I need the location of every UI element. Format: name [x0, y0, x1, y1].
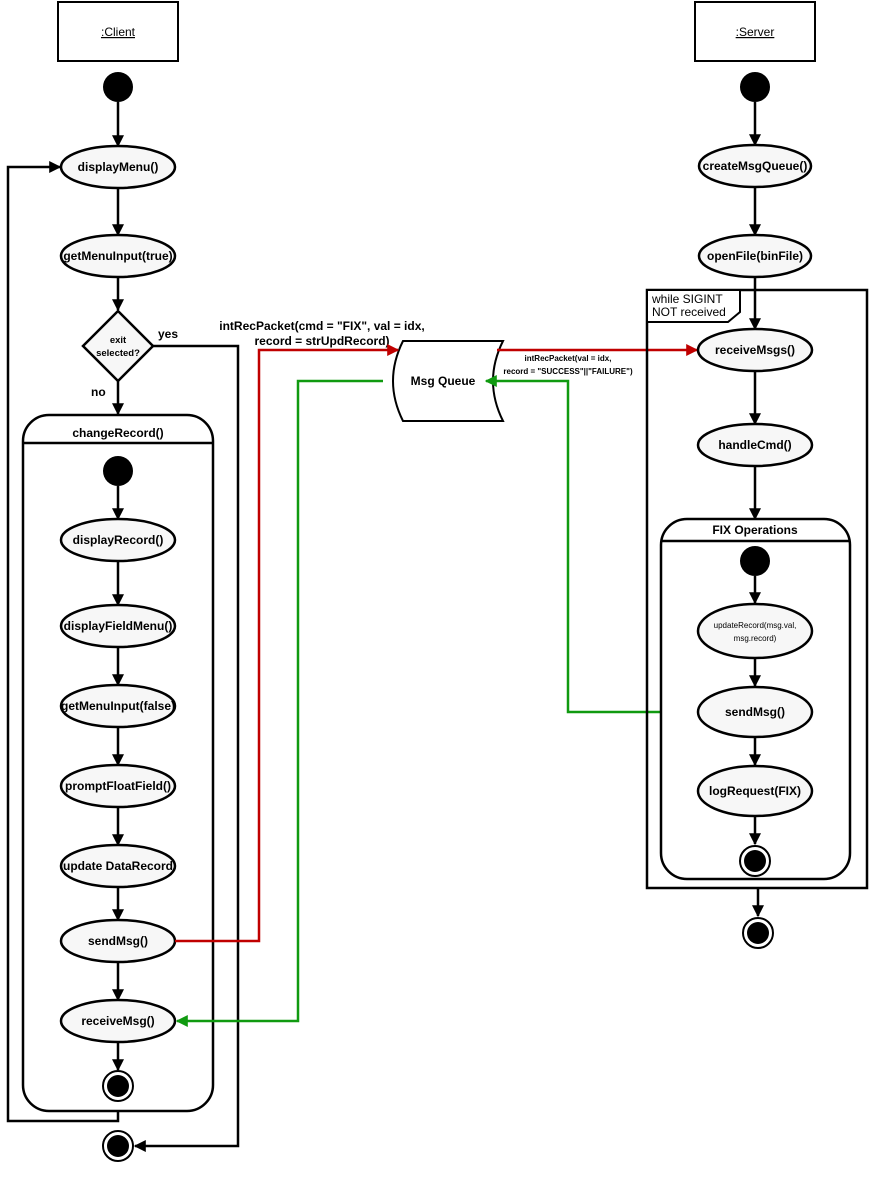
display-field-menu-label: displayFieldMenu() — [64, 619, 173, 633]
client-lane: :Client displayMenu() getMenuInput(true)… — [6, 1, 240, 1162]
msg-queue-shape — [392, 340, 505, 422]
handle-cmd-label: handleCmd() — [718, 438, 791, 452]
log-request-label: logRequest(FIX) — [709, 784, 801, 798]
update-data-record-label: update DataRecord — [63, 859, 173, 873]
server-lane-header — [694, 1, 816, 62]
server-final-node — [742, 917, 774, 949]
update-record-node — [696, 602, 814, 660]
prompt-float-field-label: promptFloatField() — [65, 779, 171, 793]
loop-label-line2: NOT received — [652, 305, 726, 319]
client-response-edge — [175, 379, 383, 1027]
decision-label-line1: exit — [110, 335, 127, 346]
get-menu-input-false-label: getMenuInput(false) — [61, 699, 175, 713]
fix-operations-title: FIX Operations — [712, 523, 798, 537]
yes-flow-edge — [133, 344, 240, 1152]
server-send-msg-label: sendMsg() — [725, 705, 785, 719]
request-label-line1: intRecPacket(cmd = "FIX", val = idx, — [219, 319, 424, 333]
no-label: no — [91, 385, 106, 399]
fix-initial-node — [740, 546, 770, 576]
yes-label: yes — [158, 327, 178, 341]
client-initial-node — [103, 72, 133, 102]
response-label-line1: intRecPacket(val = idx, — [525, 354, 612, 363]
display-record-label: displayRecord() — [73, 533, 164, 547]
client-lane-header — [57, 1, 179, 62]
change-record-title: changeRecord() — [72, 426, 163, 440]
client-lane-title: :Client — [101, 25, 136, 39]
client-request-edge — [175, 344, 400, 943]
loop-frame-tab — [646, 289, 741, 323]
server-initial-node — [740, 72, 770, 102]
client-send-msg-label: sendMsg() — [88, 934, 148, 948]
fix-final-node — [739, 845, 771, 877]
msg-queue: Msg Queue intRecPacket(cmd = "FIX", val … — [219, 319, 633, 422]
client-final-node — [102, 1130, 134, 1162]
loop-label-line1: while SIGINT — [651, 292, 723, 306]
server-lane-title: :Server — [736, 25, 775, 39]
request-label-line2: record = strUpdRecord) — [254, 334, 389, 348]
update-record-label-line2: msg.record) — [734, 634, 777, 643]
open-file-label: openFile(binFile) — [707, 249, 803, 263]
server-lane: :Server createMsgQueue() openFile(binFil… — [645, 1, 869, 949]
update-record-label-line1: updateRecord(msg.val, — [714, 621, 797, 630]
decision-label-line2: selected? — [96, 348, 140, 359]
exit-decision-node — [81, 309, 155, 383]
change-record-final-node — [102, 1070, 134, 1102]
response-label-line2: record = "SUCCESS"||"FAILURE") — [503, 367, 633, 376]
server-response-edge — [484, 375, 697, 714]
loop-back-edge — [6, 161, 120, 1123]
create-msg-queue-label: createMsgQueue() — [703, 159, 808, 173]
client-receive-msg-label: receiveMsg() — [81, 1014, 154, 1028]
change-record-initial-node — [103, 456, 133, 486]
get-menu-input-true-label: getMenuInput(true) — [63, 249, 172, 263]
display-menu-label: displayMenu() — [78, 160, 159, 174]
msg-queue-label: Msg Queue — [411, 374, 476, 388]
receive-msgs-label: receiveMsgs() — [715, 343, 795, 357]
